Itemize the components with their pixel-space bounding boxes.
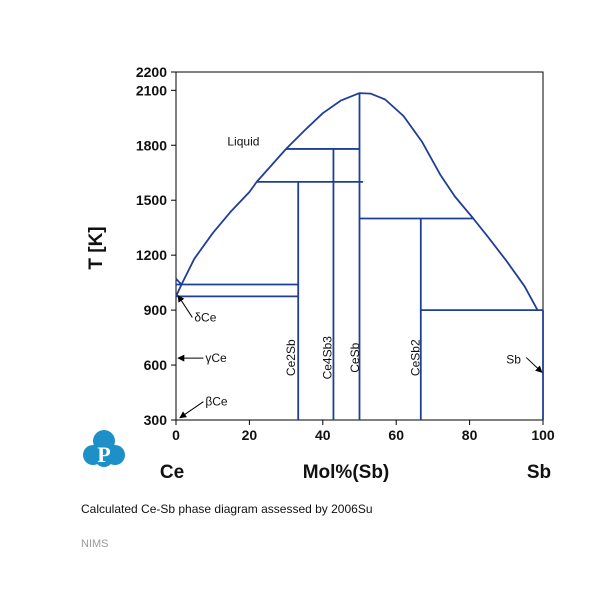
phase-label: Ce2Sb [284, 339, 298, 376]
ce-side-curve [175, 278, 183, 297]
phase-label: CeSb [348, 342, 362, 372]
x-tick-label: 40 [315, 427, 331, 443]
right-component-label: Sb [527, 462, 551, 483]
y-tick-label: 900 [144, 302, 168, 318]
y-tick-label: 1500 [136, 192, 167, 208]
y-tick-label: 600 [144, 357, 168, 373]
arrow-label: δCe [194, 310, 216, 324]
y-axis-title: T [K] [86, 226, 107, 269]
arrow-label: βCe [205, 395, 228, 409]
phase-label: Liquid [227, 134, 259, 148]
phase-label: Ce4Sb3 [320, 336, 334, 380]
arrow-label: Sb [506, 353, 521, 367]
left-component-label: Ce [160, 462, 184, 483]
x-tick-label: 100 [531, 427, 555, 443]
y-tick-label: 1200 [136, 247, 167, 263]
y-tick-label: 300 [144, 412, 168, 428]
x-tick-label: 60 [388, 427, 404, 443]
arrow-label: γCe [205, 351, 227, 365]
y-tick-label: 2200 [136, 64, 167, 80]
x-tick-label: 80 [462, 427, 478, 443]
x-tick-label: 0 [172, 427, 180, 443]
phase-label: CeSb2 [409, 339, 423, 376]
y-tick-label: 1800 [136, 137, 167, 153]
figure-caption: Calculated Ce-Sb phase diagram assessed … [81, 502, 373, 516]
arrow-pointer [525, 357, 543, 373]
footer-source: NIMS [81, 538, 109, 550]
arrow-pointer [179, 401, 204, 419]
liquidus-curve [180, 92, 539, 311]
svg-text:P: P [97, 442, 110, 467]
arrow-pointer [177, 294, 193, 318]
y-tick-label: 2100 [136, 82, 167, 98]
nims-p-logo: P [83, 430, 125, 467]
x-axis-title: Mol%(Sb) [303, 462, 390, 483]
x-tick-label: 20 [242, 427, 258, 443]
